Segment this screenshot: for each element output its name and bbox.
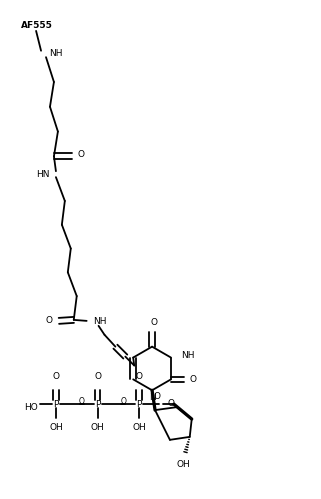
Text: O: O [78, 150, 85, 159]
Text: NH: NH [49, 49, 63, 58]
Text: OH: OH [91, 423, 104, 432]
Text: HN: HN [37, 170, 50, 179]
Text: NH: NH [181, 351, 195, 360]
Text: P: P [95, 400, 100, 409]
Text: HO: HO [24, 403, 38, 412]
Text: AF555: AF555 [21, 21, 53, 30]
Text: O: O [154, 392, 161, 401]
Text: OH: OH [177, 460, 191, 469]
Text: OH: OH [132, 423, 146, 432]
Text: O: O [46, 316, 53, 325]
Text: O: O [52, 372, 59, 381]
Text: P: P [53, 400, 59, 409]
Text: O: O [168, 399, 174, 408]
Text: O: O [189, 375, 196, 384]
Text: O: O [120, 397, 126, 406]
Text: O: O [94, 372, 101, 381]
Text: O: O [79, 397, 85, 406]
Text: NH: NH [94, 317, 107, 326]
Text: O: O [136, 372, 143, 381]
Text: P: P [136, 400, 142, 409]
Text: OH: OH [49, 423, 63, 432]
Text: O: O [150, 318, 157, 327]
Text: N: N [149, 393, 155, 402]
